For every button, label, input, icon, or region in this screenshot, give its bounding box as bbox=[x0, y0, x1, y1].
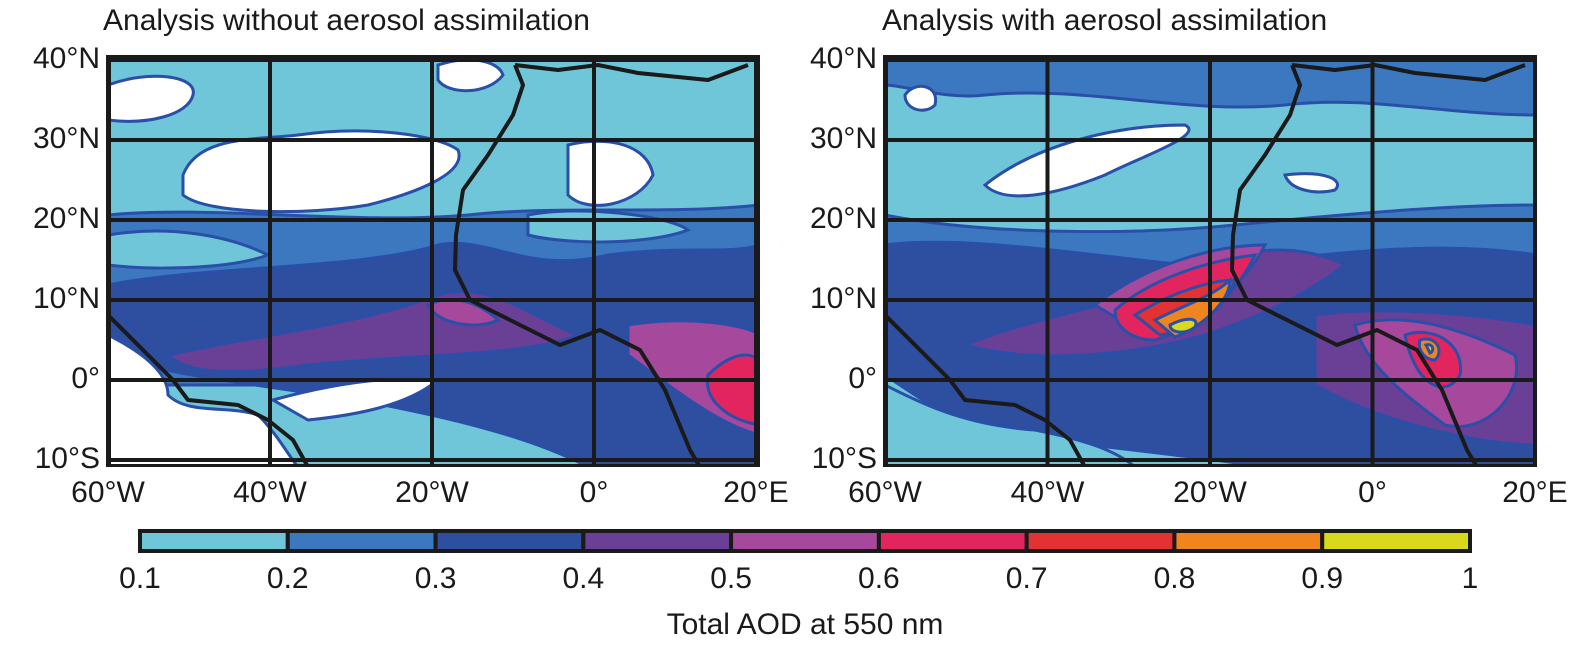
lat-label: 10°S bbox=[812, 442, 877, 475]
lat-label: 0° bbox=[848, 362, 877, 395]
colorbar-tick-label: 0.7 bbox=[1006, 562, 1048, 595]
colorbar-segment bbox=[876, 529, 1029, 553]
lat-label: 10°S bbox=[35, 442, 100, 475]
lat-label: 20°N bbox=[33, 202, 100, 235]
lat-label: 10°N bbox=[33, 282, 100, 315]
colorbar-tick-label: 0.4 bbox=[562, 562, 604, 595]
lon-label: 40°W bbox=[1011, 476, 1085, 509]
lat-label: 40°N bbox=[810, 42, 877, 75]
lon-label: 20°W bbox=[395, 476, 469, 509]
lat-label: 40°N bbox=[33, 42, 100, 75]
lon-label: 40°W bbox=[233, 476, 307, 509]
lon-label: 0° bbox=[580, 476, 609, 509]
lon-label: 60°W bbox=[848, 476, 922, 509]
lat-label: 20°N bbox=[810, 202, 877, 235]
lon-label: 60°W bbox=[71, 476, 145, 509]
colorbar-tick-label: 1 bbox=[1462, 562, 1479, 595]
lat-label: 0° bbox=[71, 362, 100, 395]
colorbar-segment bbox=[1024, 529, 1177, 553]
colorbar-tick-label: 0.5 bbox=[710, 562, 752, 595]
colorbar-label: Total AOD at 550 nm bbox=[667, 608, 944, 641]
colorbar-segment bbox=[1172, 529, 1325, 553]
colorbar-tick-label: 0.9 bbox=[1301, 562, 1343, 595]
colorbar-segment bbox=[729, 529, 881, 553]
colorbar-segment bbox=[581, 529, 734, 553]
panel-title: Analysis with aerosol assimilation bbox=[882, 4, 1327, 37]
colorbar-tick-label: 0.6 bbox=[858, 562, 900, 595]
colorbar-segment bbox=[433, 529, 586, 553]
lat-label: 30°N bbox=[33, 122, 100, 155]
colorbar-tick-label: 0.8 bbox=[1154, 562, 1196, 595]
colorbar-segment bbox=[1320, 529, 1472, 553]
lon-label: 0° bbox=[1358, 476, 1387, 509]
lon-label: 20°E bbox=[723, 476, 788, 509]
lat-label: 10°N bbox=[810, 282, 877, 315]
lon-label: 20°E bbox=[1502, 476, 1567, 509]
colorbar-segment bbox=[138, 529, 290, 553]
lat-label: 30°N bbox=[810, 122, 877, 155]
lon-label: 20°W bbox=[1173, 476, 1247, 509]
colorbar-tick-label: 0.1 bbox=[119, 562, 161, 595]
colorbar-tick-label: 0.3 bbox=[415, 562, 457, 595]
colorbar-tick-label: 0.2 bbox=[267, 562, 309, 595]
panel-title: Analysis without aerosol assimilation bbox=[103, 4, 590, 37]
colorbar-segment bbox=[285, 529, 438, 553]
